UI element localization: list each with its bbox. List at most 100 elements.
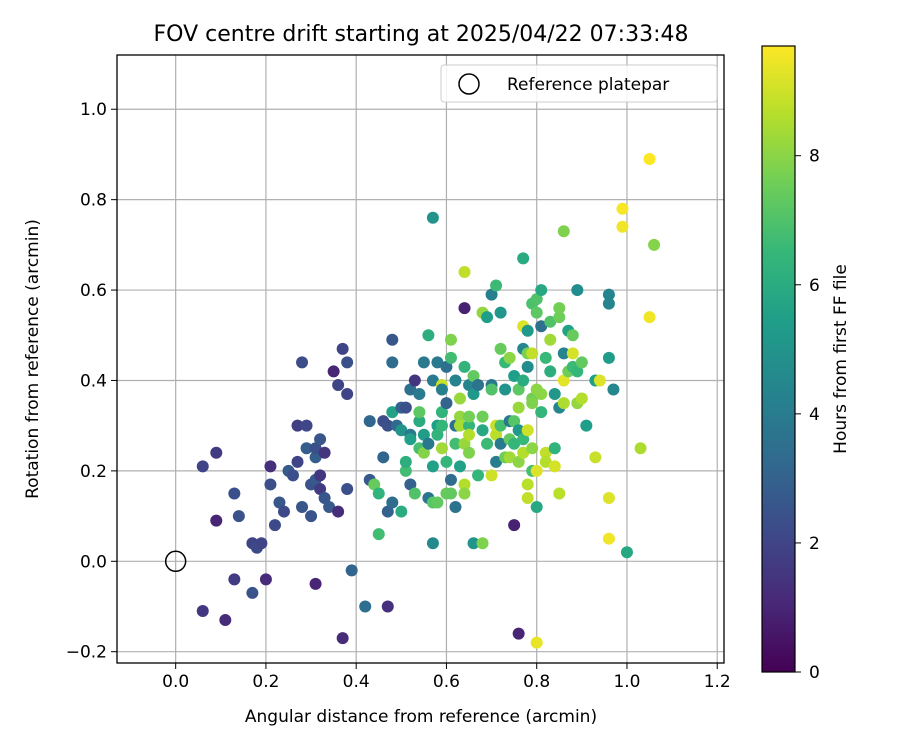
data-point	[557, 225, 570, 238]
data-point	[277, 505, 290, 518]
data-point	[413, 388, 426, 401]
data-point	[422, 329, 435, 342]
data-point	[463, 419, 476, 432]
y-tick-label: −0.2	[66, 643, 107, 663]
data-point	[435, 419, 448, 432]
x-axis-label: Angular distance from reference (arcmin)	[245, 707, 597, 727]
legend: Reference platepar	[440, 64, 718, 103]
y-axis-ticks: −0.2 0.0 0.2 0.4 0.6 0.8 1.0	[66, 100, 117, 663]
data-point	[526, 347, 539, 360]
data-point	[526, 397, 539, 410]
data-point	[444, 473, 457, 486]
data-point	[426, 460, 439, 473]
data-point	[435, 383, 448, 396]
data-point	[363, 415, 376, 428]
data-point	[381, 505, 394, 518]
x-tick-label: 0.2	[252, 672, 279, 692]
colorbar-label: Hours from first FF file	[831, 264, 851, 454]
legend-box	[440, 64, 718, 103]
data-point	[408, 374, 421, 387]
data-point	[544, 365, 557, 378]
data-point	[467, 369, 480, 382]
data-point	[467, 537, 480, 550]
data-point	[463, 446, 476, 459]
data-point	[503, 351, 516, 364]
data-point	[620, 546, 633, 559]
x-tick-label: 1.0	[613, 672, 640, 692]
colorbar-tick-label: 4	[809, 405, 820, 425]
data-point	[508, 369, 521, 382]
data-point	[566, 347, 579, 360]
data-point	[291, 419, 304, 432]
data-point	[332, 505, 345, 518]
data-point	[314, 433, 327, 446]
data-point	[300, 419, 313, 432]
data-point	[512, 383, 525, 396]
y-tick-label: 0.2	[80, 462, 107, 482]
data-point	[309, 577, 322, 590]
data-point	[395, 505, 408, 518]
data-point	[458, 302, 471, 315]
data-point	[530, 306, 543, 319]
data-point	[530, 293, 543, 306]
data-point	[404, 478, 417, 491]
data-point	[463, 428, 476, 441]
y-tick-label: 0.4	[80, 371, 107, 391]
data-point	[381, 600, 394, 613]
data-point	[264, 478, 277, 491]
data-point	[521, 360, 534, 373]
data-point	[643, 311, 656, 324]
data-point	[517, 433, 530, 446]
data-point	[535, 320, 548, 333]
y-tick-label: 0.8	[80, 191, 107, 211]
x-axis-ticks: 0.0 0.2 0.4 0.6 0.8 1.0 1.2	[162, 663, 731, 692]
data-point	[300, 442, 313, 455]
data-point	[323, 501, 336, 514]
data-point	[616, 220, 629, 233]
data-point	[426, 374, 439, 387]
data-point	[517, 252, 530, 265]
data-point	[431, 428, 444, 441]
data-point	[463, 410, 476, 423]
data-point	[481, 437, 494, 450]
data-point	[399, 464, 412, 477]
data-point	[381, 419, 394, 432]
colorbar-tick-label: 8	[809, 147, 820, 167]
data-point	[431, 356, 444, 369]
data-point	[512, 424, 525, 437]
data-point	[435, 406, 448, 419]
data-point	[517, 446, 530, 459]
data-point	[359, 600, 372, 613]
data-point	[485, 383, 498, 396]
data-point	[458, 478, 471, 491]
data-point	[530, 464, 543, 477]
data-point	[485, 288, 498, 301]
data-point	[440, 397, 453, 410]
legend-label: Reference platepar	[507, 75, 669, 95]
data-point	[291, 455, 304, 468]
data-point	[440, 455, 453, 468]
colorbar-ticks: 0 2 4 6 8	[795, 147, 820, 683]
data-point	[602, 532, 615, 545]
data-point	[435, 442, 448, 455]
colorbar-tick-label: 0	[809, 663, 820, 683]
data-point	[196, 460, 209, 473]
data-point	[575, 356, 588, 369]
data-point	[314, 482, 327, 495]
data-point	[494, 419, 507, 432]
data-point	[643, 152, 656, 165]
data-point	[557, 374, 570, 387]
data-point	[512, 627, 525, 640]
data-point	[458, 265, 471, 278]
legend-marker	[458, 73, 480, 95]
data-point	[548, 460, 561, 473]
data-point	[553, 311, 566, 324]
x-tick-label: 0.8	[523, 672, 550, 692]
data-point	[259, 573, 272, 586]
data-point	[571, 284, 584, 297]
data-point	[517, 374, 530, 387]
data-point	[485, 469, 498, 482]
data-point	[499, 383, 512, 396]
data-point	[305, 510, 318, 523]
data-point	[449, 437, 462, 450]
